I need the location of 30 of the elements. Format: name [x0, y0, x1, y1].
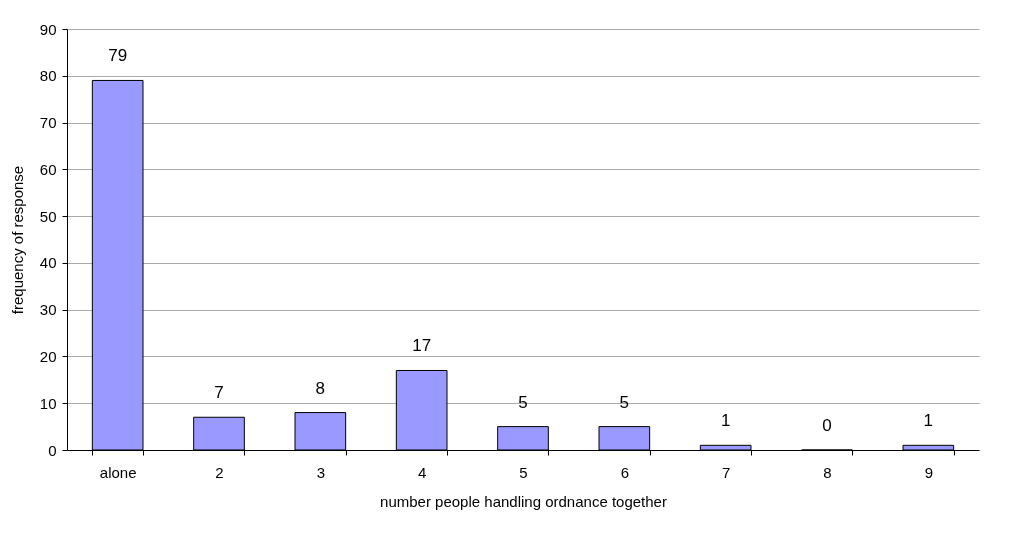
x-tick-label: 6 — [620, 463, 630, 481]
x-tick-label: 9 — [924, 463, 934, 481]
x-tick-label: 3 — [316, 463, 326, 481]
x-tick-label: 7 — [721, 463, 731, 481]
y-tick-label: 0 — [48, 441, 57, 459]
y-tick-label: 10 — [39, 394, 57, 412]
y-tick-label: 80 — [39, 67, 57, 85]
data-label: 1 — [720, 411, 731, 431]
x-tick-label: 4 — [417, 463, 427, 481]
data-label: 7 — [214, 383, 224, 403]
data-label: 17 — [412, 336, 432, 356]
y-tick-label: 70 — [39, 114, 57, 132]
y-tick-label: 90 — [39, 20, 57, 38]
data-label: 0 — [822, 416, 832, 435]
x-tick-label: 8 — [823, 463, 832, 481]
data-label: 5 — [619, 392, 630, 412]
x-tick-label: 2 — [215, 463, 224, 481]
data-label: 79 — [108, 46, 128, 66]
y-tick-label: 40 — [39, 254, 57, 272]
y-axis-title: frequency of response — [8, 165, 26, 315]
y-tick-label: 60 — [39, 160, 57, 178]
x-axis-title: number people handling ordnance together — [380, 492, 667, 510]
y-tick-label: 30 — [39, 301, 57, 319]
data-label: 8 — [315, 378, 326, 398]
x-tick-label: 5 — [519, 463, 528, 481]
data-label: 5 — [518, 392, 528, 412]
y-tick-label: 50 — [39, 207, 57, 225]
data-label: 1 — [923, 411, 934, 431]
x-tick-label: alone — [99, 463, 137, 481]
y-tick-label: 20 — [39, 347, 57, 365]
